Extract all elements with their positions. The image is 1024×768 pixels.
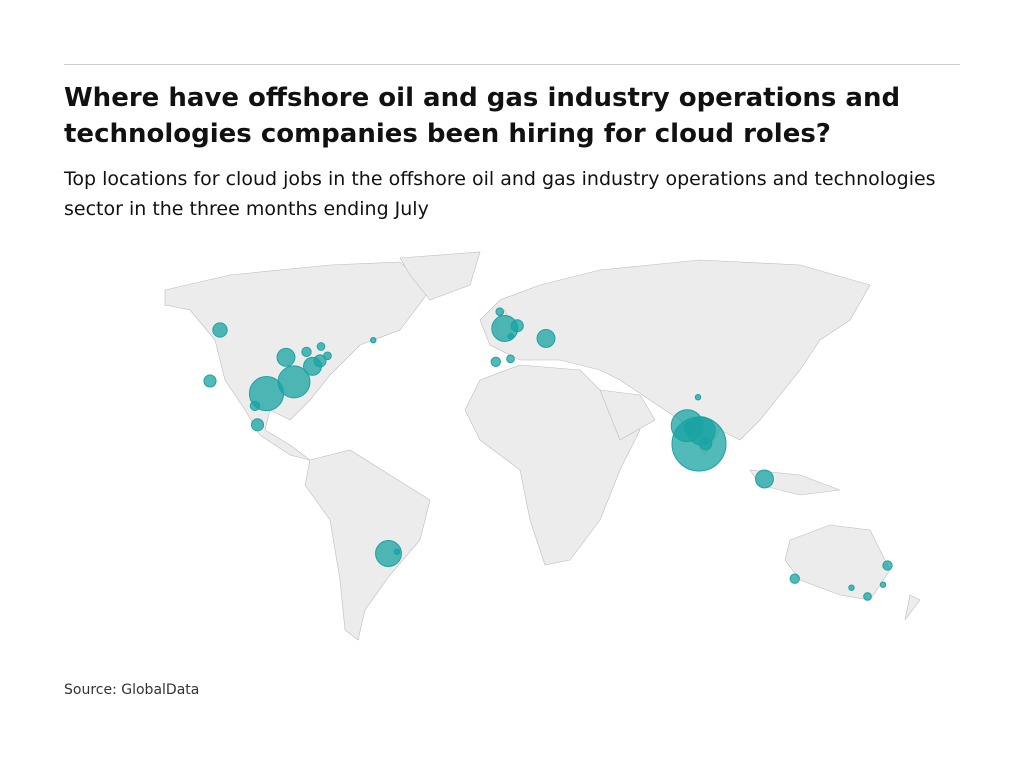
location-bubble: [683, 420, 697, 435]
location-bubble: [393, 548, 401, 555]
location-bubble: [536, 328, 556, 348]
subtitle: Top locations for cloud jobs in the offs…: [64, 168, 936, 220]
location-bubble: [699, 437, 713, 451]
location-bubble: [694, 394, 702, 401]
location-bubble: [313, 354, 327, 368]
location-bubble: [882, 560, 893, 571]
location-bubble: [789, 573, 800, 584]
title: Where have offshore oil and gas industry…: [64, 83, 901, 149]
location-bubble: [250, 418, 265, 432]
location-bubble: [863, 592, 872, 601]
location-bubble: [370, 337, 377, 344]
land: [164, 251, 921, 641]
north-america: [164, 261, 431, 461]
location-bubble: [490, 356, 501, 367]
location-bubble: [507, 333, 514, 340]
location-bubble: [276, 347, 296, 367]
location-bubble: [755, 469, 774, 489]
location-bubble: [203, 374, 217, 388]
south-america: [304, 449, 431, 641]
africa: [464, 364, 641, 566]
location-bubble: [375, 540, 402, 567]
source: Source: GlobalData: [64, 682, 200, 698]
location-bubble: [879, 581, 887, 588]
top-rule: [64, 64, 960, 65]
arabia: [599, 389, 656, 441]
greenland: [399, 251, 481, 301]
eurasia: [479, 259, 871, 456]
location-bubble: [495, 307, 505, 317]
location-bubble: [323, 351, 332, 361]
bubbles: [203, 307, 893, 601]
location-bubble: [510, 319, 524, 333]
location-bubble: [212, 322, 228, 338]
australia: [784, 524, 891, 601]
location-bubble: [316, 342, 326, 351]
location-bubble: [848, 584, 855, 591]
location-bubble: [301, 346, 312, 358]
location-bubble: [506, 354, 515, 364]
location-bubble: [249, 400, 261, 412]
location-bubble: [277, 365, 311, 399]
new-zealand: [904, 594, 921, 621]
